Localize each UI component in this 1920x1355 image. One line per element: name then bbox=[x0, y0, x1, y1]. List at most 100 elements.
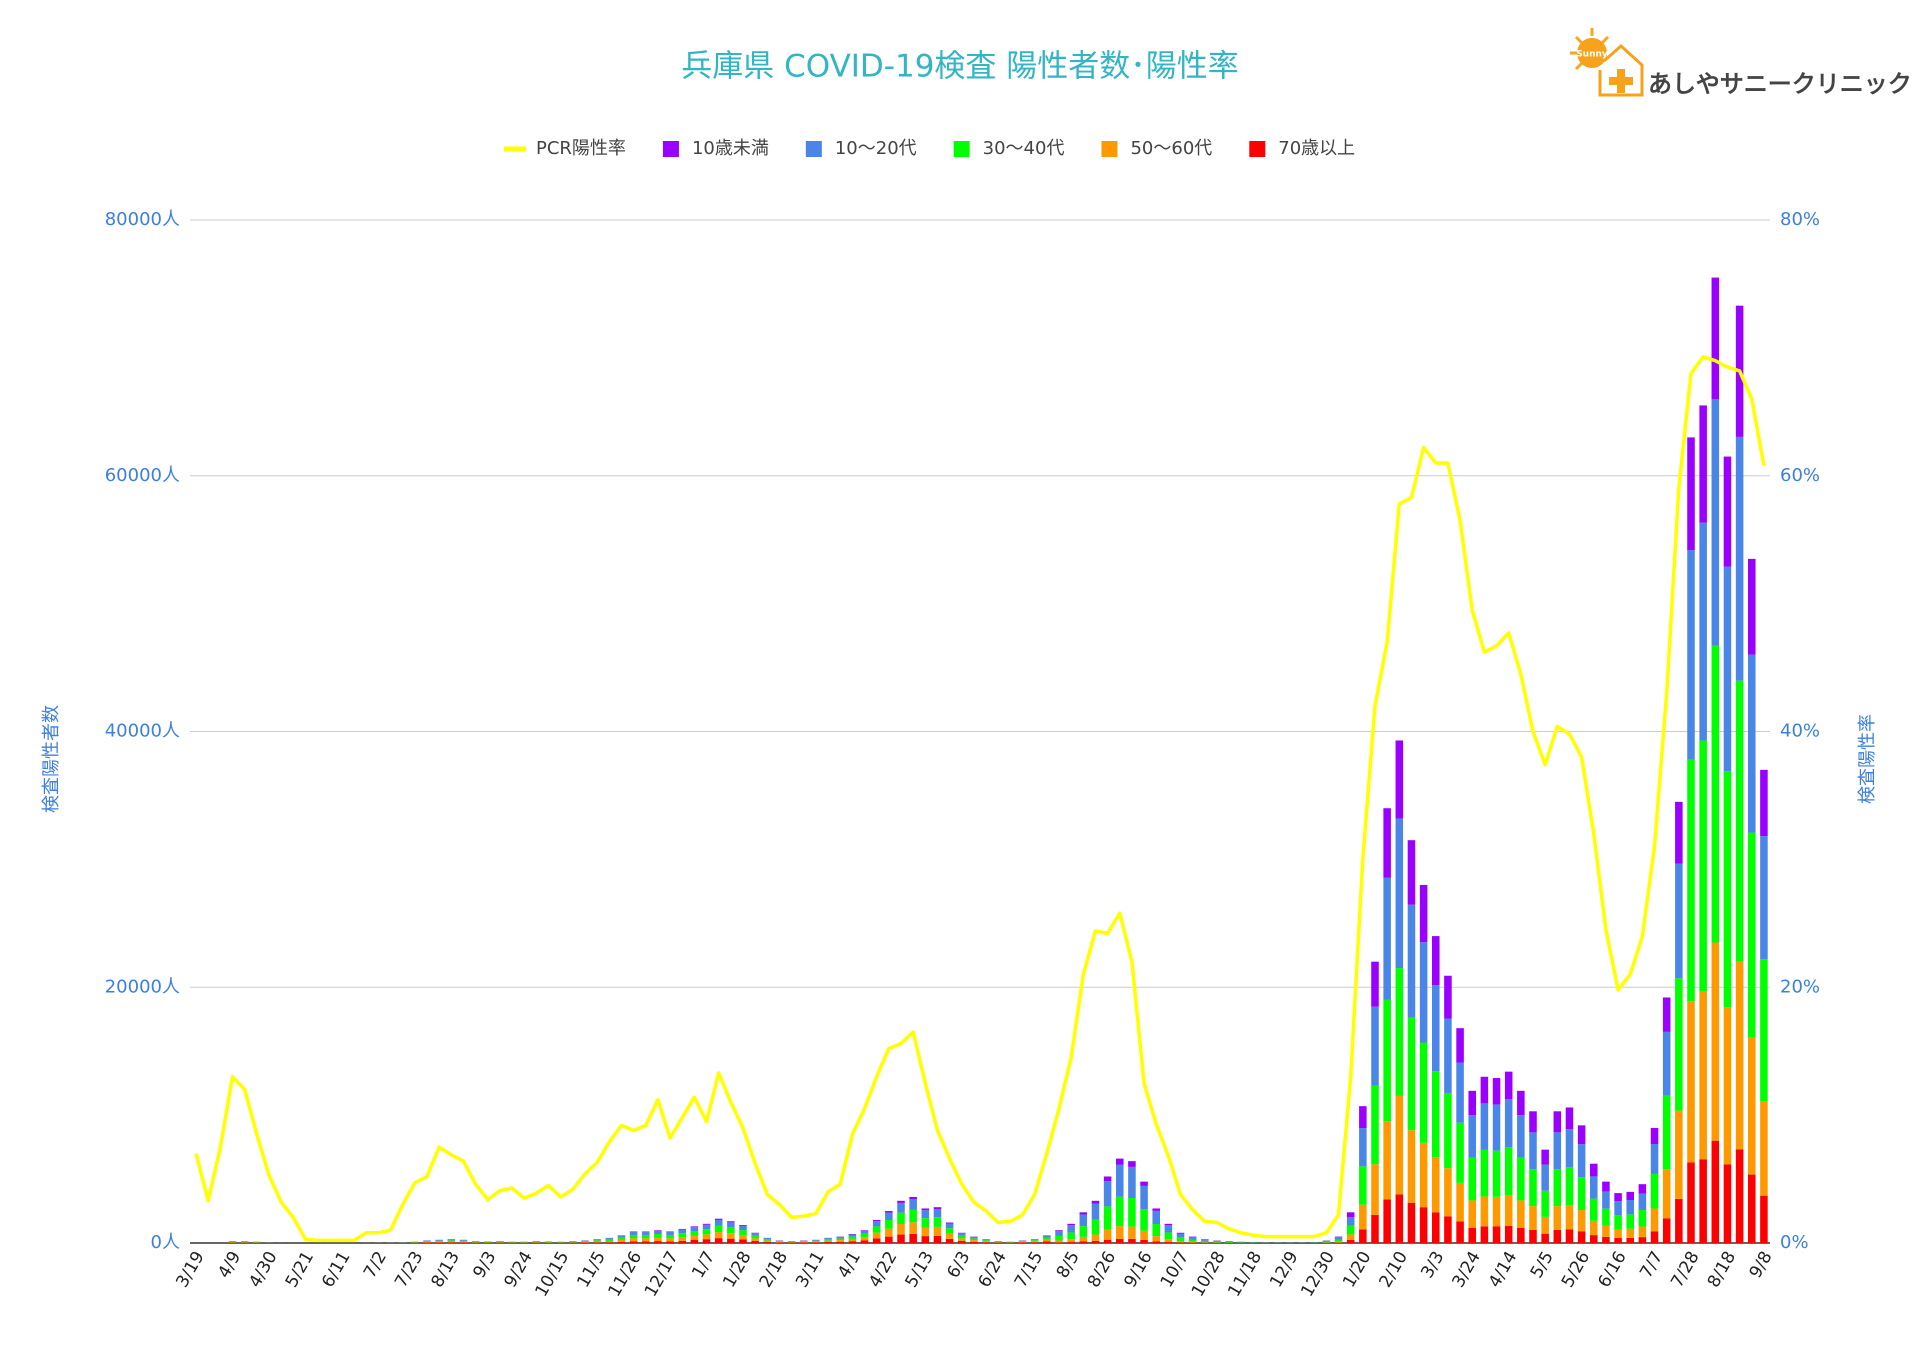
bar-segment bbox=[1359, 1166, 1367, 1205]
bar-segment bbox=[629, 1234, 638, 1239]
bar-segment bbox=[982, 1239, 990, 1241]
bar-segment bbox=[1699, 1159, 1707, 1243]
bar-segment bbox=[617, 1235, 626, 1238]
bar-segment bbox=[1346, 1225, 1355, 1235]
bar-segment bbox=[1614, 1193, 1622, 1202]
bar-segment bbox=[970, 1236, 978, 1239]
bar-segment bbox=[642, 1241, 650, 1243]
bar-segment bbox=[775, 1240, 784, 1242]
bar-segment bbox=[1614, 1229, 1622, 1239]
bar-segment bbox=[702, 1223, 711, 1225]
bar-segment bbox=[423, 1241, 431, 1243]
bar-segment bbox=[921, 1208, 930, 1211]
bar-segment bbox=[885, 1236, 893, 1243]
bar-segment bbox=[666, 1238, 674, 1242]
bar-segment bbox=[1711, 1140, 1720, 1243]
bar-segment bbox=[1103, 1239, 1112, 1243]
bar-segment bbox=[872, 1232, 881, 1239]
legend-swatch bbox=[1101, 141, 1118, 157]
bar-segment bbox=[642, 1234, 650, 1239]
bar-segment bbox=[1018, 1242, 1027, 1243]
bar-segment bbox=[848, 1241, 857, 1243]
bar-segment bbox=[1018, 1241, 1027, 1242]
bar-segment bbox=[1650, 1231, 1659, 1243]
bar-segment bbox=[945, 1223, 954, 1229]
bar-segment bbox=[1419, 1042, 1428, 1143]
bar-segment bbox=[1444, 1168, 1452, 1217]
bar-segment bbox=[1395, 740, 1404, 819]
bar-segment bbox=[1480, 1103, 1489, 1150]
bar-segment bbox=[1116, 1238, 1124, 1243]
bar-segment bbox=[1091, 1234, 1100, 1241]
bar-segment bbox=[1116, 1164, 1124, 1197]
bar-segment bbox=[654, 1230, 662, 1231]
bar-segment bbox=[1067, 1232, 1075, 1240]
bar-segment bbox=[727, 1221, 735, 1223]
bar-segment bbox=[897, 1202, 905, 1213]
bar-segment bbox=[690, 1239, 699, 1243]
bar-segment bbox=[933, 1208, 942, 1218]
y2-axis-title: 検査陽性率 bbox=[1857, 714, 1878, 804]
bar-segment bbox=[714, 1219, 723, 1226]
bar-segment bbox=[1735, 1149, 1744, 1243]
bar-segment bbox=[958, 1238, 966, 1241]
bar-segment bbox=[629, 1241, 638, 1243]
bar-segment bbox=[1030, 1239, 1039, 1241]
bar-segment bbox=[1334, 1239, 1343, 1242]
bar-segment bbox=[1735, 680, 1744, 962]
bar-segment bbox=[1213, 1241, 1221, 1243]
bar-segment bbox=[1359, 1128, 1367, 1167]
bar-segment bbox=[1541, 1149, 1549, 1165]
bar-segment bbox=[1371, 1006, 1379, 1086]
y-tick-label: 20000人 bbox=[105, 976, 180, 997]
bar-segment bbox=[581, 1241, 589, 1242]
bar-segment bbox=[982, 1241, 990, 1243]
bar-segment bbox=[1055, 1242, 1063, 1243]
bar-segment bbox=[1043, 1239, 1051, 1242]
bar-segment bbox=[1723, 1007, 1732, 1165]
bar-segment bbox=[1577, 1144, 1586, 1178]
bar-segment bbox=[921, 1236, 930, 1243]
bar-segment bbox=[836, 1238, 844, 1241]
bar-segment bbox=[1383, 877, 1391, 1000]
bar-segment bbox=[872, 1221, 881, 1227]
bar-segment bbox=[666, 1241, 674, 1243]
bar-segment bbox=[1760, 836, 1768, 960]
bar-segment bbox=[1043, 1241, 1051, 1243]
bar-segment bbox=[1067, 1239, 1075, 1243]
bar-segment bbox=[1395, 1095, 1404, 1195]
bar-segment bbox=[1176, 1232, 1185, 1234]
bar-segment bbox=[921, 1210, 930, 1219]
bar-segment bbox=[1565, 1205, 1574, 1230]
legend-swatch bbox=[953, 141, 970, 157]
y-tick-label: 0人 bbox=[151, 1232, 180, 1253]
bar-segment bbox=[1590, 1220, 1598, 1236]
bar-segment bbox=[654, 1234, 662, 1238]
bar-segment bbox=[1395, 968, 1404, 1096]
y2-tick-label: 60% bbox=[1780, 465, 1820, 486]
bar-segment bbox=[860, 1230, 869, 1234]
bar-segment bbox=[1225, 1241, 1233, 1243]
bar-segment bbox=[1504, 1147, 1513, 1196]
legend-label: 30〜40代 bbox=[983, 138, 1065, 159]
bar-segment bbox=[714, 1225, 723, 1233]
bar-segment bbox=[1638, 1184, 1647, 1194]
bar-segment bbox=[812, 1239, 820, 1241]
bar-segment bbox=[836, 1241, 844, 1243]
bar-segment bbox=[1225, 1241, 1233, 1242]
bar-segment bbox=[1541, 1216, 1549, 1234]
bar-segment bbox=[751, 1240, 759, 1243]
bar-segment bbox=[1492, 1104, 1501, 1151]
bar-segment bbox=[1492, 1196, 1501, 1227]
bar-segment bbox=[1419, 942, 1428, 1043]
bar-segment bbox=[739, 1230, 747, 1235]
bar-segment bbox=[933, 1207, 942, 1209]
legend-swatch bbox=[805, 141, 822, 157]
bar-segment bbox=[593, 1241, 601, 1243]
bar-segment bbox=[958, 1233, 966, 1236]
bar-segment bbox=[775, 1241, 784, 1243]
bar-segment bbox=[447, 1241, 456, 1243]
bar-segment bbox=[1188, 1239, 1197, 1242]
bar-segment bbox=[593, 1239, 601, 1241]
bar-segment bbox=[1444, 1093, 1452, 1169]
